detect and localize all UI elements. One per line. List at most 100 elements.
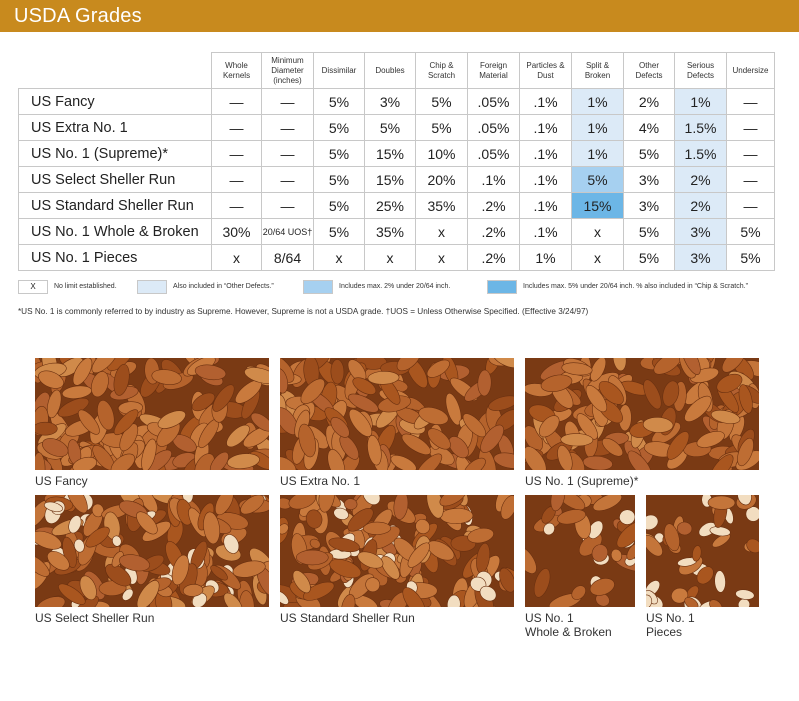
legend-light-swatch	[137, 280, 167, 294]
table-cell: 35%	[364, 218, 416, 245]
table-cell: —	[211, 166, 262, 193]
table-cell: .1%	[519, 192, 572, 219]
table-cell: —	[261, 192, 314, 219]
header-banner: USDA Grades	[0, 0, 799, 32]
almond-photo-us-no-1-pieces	[646, 495, 759, 607]
table-cell: 1%	[571, 114, 624, 141]
photo-caption: US Standard Sheller Run	[280, 611, 415, 625]
table-cell: —	[726, 166, 775, 193]
table-cell: —	[261, 166, 314, 193]
table-cell: .2%	[467, 244, 520, 271]
table-cell: 5%	[415, 114, 468, 141]
table-cell: 15%	[571, 192, 624, 219]
table-cell: .1%	[519, 88, 572, 115]
table-cell: 8/64	[261, 244, 314, 271]
page-title: USDA Grades	[14, 5, 142, 27]
table-cell: 20/64 UOS†	[261, 218, 314, 245]
table-cell: 5%	[364, 114, 416, 141]
table-cell: .1%	[519, 166, 572, 193]
legend-light-label: Also included in “Other Defects.”	[173, 283, 274, 290]
photo-caption: US Fancy	[35, 474, 88, 488]
table-cell: 1.5%	[674, 140, 727, 167]
table-cell: 2%	[623, 88, 675, 115]
table-cell: 2%	[674, 166, 727, 193]
column-header: Other Defects	[623, 52, 675, 89]
table-row: US No. 1 Pieces x 8/64 x x x .2% 1% x 5%…	[18, 244, 775, 271]
table-cell: 25%	[364, 192, 416, 219]
grades-table: Whole Kernels Minimum Diameter (inches) …	[18, 52, 775, 271]
almond-photo-us-extra-no-1	[280, 358, 514, 470]
grade-name: US No. 1 (Supreme)*	[18, 140, 212, 167]
photo-caption: US Select Sheller Run	[35, 611, 155, 625]
photo-caption-line2: Pieces	[646, 625, 683, 639]
table-cell: —	[211, 140, 262, 167]
table-cell: 1%	[519, 244, 572, 271]
table-cell: .1%	[519, 218, 572, 245]
table-header-row: Whole Kernels Minimum Diameter (inches) …	[18, 52, 775, 89]
almond-photo-us-fancy	[35, 358, 269, 470]
almond-photo-us-standard-sheller-run	[280, 495, 514, 607]
table-cell: 3%	[674, 244, 727, 271]
table-cell: .2%	[467, 192, 520, 219]
table-cell: —	[211, 88, 262, 115]
legend-x-label: No limit established.	[54, 283, 117, 290]
photo-caption-line2: Whole & Broken	[525, 625, 612, 639]
column-header: Foreign Material	[467, 52, 520, 89]
table-cell: 30%	[211, 218, 262, 245]
column-header: Serious Defects	[674, 52, 727, 89]
table-cell: 5%	[623, 244, 675, 271]
table-cell: 5%	[623, 140, 675, 167]
column-header: Minimum Diameter (inches)	[261, 52, 314, 89]
table-cell: —	[726, 192, 775, 219]
photo-caption-line1: US No. 1	[525, 611, 574, 625]
grade-name: US No. 1 Pieces	[18, 244, 212, 271]
table-cell: —	[211, 114, 262, 141]
table-cell: 15%	[364, 140, 416, 167]
table-cell: 5%	[415, 88, 468, 115]
grade-name: US No. 1 Whole & Broken	[18, 218, 212, 245]
table-cell: —	[726, 114, 775, 141]
column-header: Particles & Dust	[519, 52, 572, 89]
table-cell: 5%	[313, 166, 365, 193]
table-row: US Standard Sheller Run — — 5% 25% 35% .…	[18, 192, 775, 219]
column-header: Dissimilar	[313, 52, 365, 89]
table-cell: .1%	[467, 166, 520, 193]
table-cell: 5%	[313, 114, 365, 141]
grade-name: US Fancy	[18, 88, 212, 115]
table-cell: 4%	[623, 114, 675, 141]
table-row: US No. 1 Whole & Broken 30% 20/64 UOS† 5…	[18, 218, 775, 245]
table-cell: .2%	[467, 218, 520, 245]
table-cell: 5%	[571, 166, 624, 193]
photo-caption: US Extra No. 1	[280, 474, 361, 488]
table-cell: x	[211, 244, 262, 271]
footnote: *US No. 1 is commonly referred to by ind…	[18, 307, 589, 316]
table-cell: x	[313, 244, 365, 271]
table-cell: 3%	[623, 192, 675, 219]
almond-photo-us-no-1-supreme	[525, 358, 759, 470]
table-cell: 15%	[364, 166, 416, 193]
table-cell: 20%	[415, 166, 468, 193]
almond-photo-us-select-sheller-run	[35, 495, 269, 607]
table-cell: x	[571, 244, 624, 271]
table-cell: 1.5%	[674, 114, 727, 141]
photo-caption-line1: US No. 1	[646, 611, 695, 625]
legend-dark-label: Includes max. 5% under 20/64 inch. % als…	[523, 283, 748, 290]
column-header: Whole Kernels	[211, 52, 262, 89]
table-cell: 5%	[313, 140, 365, 167]
legend-medium-swatch	[303, 280, 333, 294]
legend-medium-label: Includes max. 2% under 20/64 inch.	[339, 283, 451, 290]
photo-caption: US No. 1 Whole & Broken	[525, 611, 612, 639]
column-header: Chip & Scratch	[415, 52, 468, 89]
table-cell: x	[415, 244, 468, 271]
min-diameter-value: 20/64 UOS†	[262, 226, 313, 237]
table-cell: —	[726, 88, 775, 115]
table-cell: x	[364, 244, 416, 271]
almond-photo-us-no-1-whole-broken	[525, 495, 635, 607]
table-cell: 35%	[415, 192, 468, 219]
table-row: US No. 1 (Supreme)* — — 5% 15% 10% .05% …	[18, 140, 775, 167]
table-cell: 1%	[571, 88, 624, 115]
grade-name: US Standard Sheller Run	[18, 192, 212, 219]
table-cell: .1%	[519, 140, 572, 167]
table-cell: 5%	[313, 218, 365, 245]
table-cell: —	[726, 140, 775, 167]
